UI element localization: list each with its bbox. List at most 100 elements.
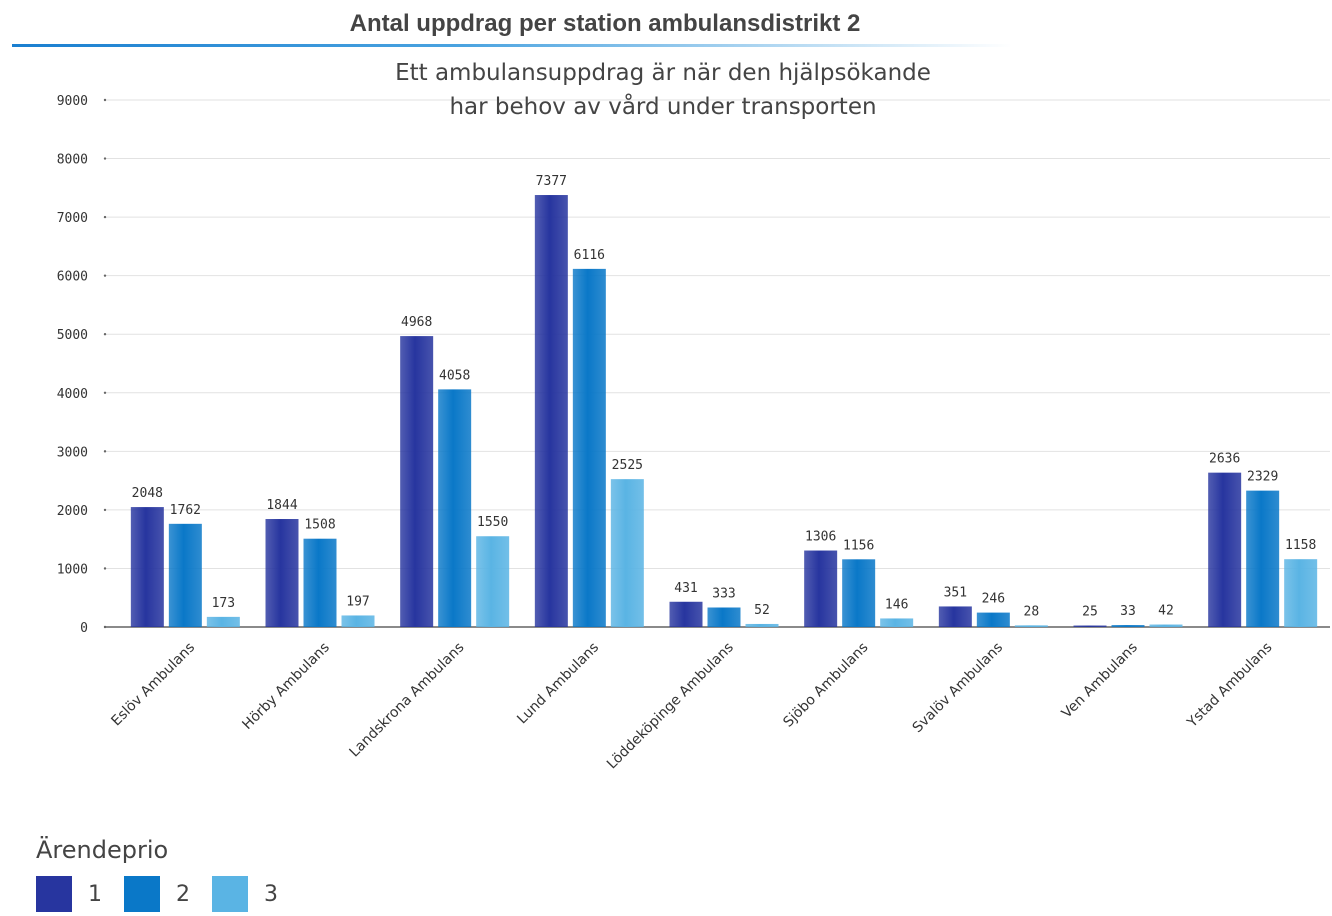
bar-series-1[interactable] — [1073, 625, 1107, 627]
legend-label: 3 — [264, 881, 278, 907]
bar-series-2[interactable] — [707, 607, 741, 627]
bar-series-1[interactable] — [265, 519, 299, 627]
x-tick-label: Lund Ambulans — [514, 640, 602, 728]
data-label: 2048 — [132, 486, 163, 501]
data-label: 431 — [674, 581, 697, 596]
data-label: 351 — [944, 585, 967, 600]
data-labels: 2048 1762 173 1844 1508 197 4968 4058 1550 7377 61… — [132, 174, 1317, 620]
bar-series-3[interactable] — [610, 479, 644, 627]
data-label: 1762 — [170, 503, 201, 518]
y-tick-mark — [103, 450, 107, 453]
y-tick-label: 3000 — [57, 445, 88, 460]
y-tick-label: 4000 — [57, 387, 88, 402]
bar-series-3[interactable] — [1284, 559, 1318, 627]
bar-series-3[interactable] — [206, 616, 240, 627]
bar-series-1[interactable] — [938, 606, 972, 627]
data-label: 4968 — [401, 315, 432, 330]
legend-swatch — [36, 876, 72, 912]
chart-title-line-2: har behov av vård under transporten — [449, 92, 876, 120]
legend-item-1[interactable]: 1 — [36, 876, 102, 912]
y-tick-mark — [103, 508, 107, 512]
bar-series-1[interactable] — [1208, 472, 1242, 627]
bar-series-3[interactable] — [880, 618, 914, 627]
y-tick-label: 5000 — [57, 328, 88, 343]
data-label: 52 — [754, 603, 770, 618]
legend-swatch — [124, 876, 160, 912]
bar-series-1[interactable] — [804, 550, 838, 627]
data-label: 146 — [885, 597, 908, 612]
bar-series-3[interactable] — [1014, 625, 1048, 627]
bar-series-2[interactable] — [842, 559, 876, 627]
bar-series-2[interactable] — [303, 538, 337, 627]
data-label: 333 — [712, 587, 735, 602]
legend-item-2[interactable]: 2 — [124, 876, 190, 912]
y-tick-mark — [103, 391, 107, 394]
bar-chart: 0 1000 2000 3000 4000 5000 6000 7000 8000 9000 20… — [57, 60, 1330, 773]
data-label: 42 — [1158, 604, 1174, 619]
bar-series-3[interactable] — [476, 536, 510, 627]
data-label: 2329 — [1247, 470, 1278, 485]
legend-item-3[interactable]: 3 — [212, 876, 278, 912]
x-tick-label: Ven Ambulans — [1059, 640, 1141, 722]
bar-series-3[interactable] — [1149, 624, 1183, 627]
y-tick-mark — [103, 215, 107, 219]
bar-series-1[interactable] — [534, 195, 568, 628]
data-label: 1550 — [477, 515, 508, 530]
y-tick-label: 6000 — [57, 270, 88, 285]
data-label: 1156 — [843, 538, 874, 553]
data-label: 7377 — [536, 174, 567, 189]
y-tick-mark — [103, 333, 107, 336]
legend-label: 2 — [176, 881, 190, 907]
x-axis-ticks: Eslöv Ambulans Hörby Ambulans Landskrona A… — [108, 640, 1275, 773]
x-tick-label: Landskrona Ambulans — [347, 640, 468, 761]
bar-series-2[interactable] — [572, 268, 606, 627]
bar-series-2[interactable] — [168, 523, 202, 627]
title-underline — [12, 44, 1012, 47]
legend-items: 1 2 3 — [36, 876, 300, 912]
data-label: 4058 — [439, 368, 470, 383]
y-tick-mark — [103, 98, 107, 102]
x-tick-label: Eslöv Ambulans — [108, 640, 198, 730]
legend-label: 1 — [88, 881, 102, 907]
bar-series-2[interactable] — [438, 389, 472, 627]
bars — [130, 195, 1318, 628]
bar-series-3[interactable] — [745, 623, 779, 627]
data-label: 6116 — [574, 248, 605, 263]
y-tick-mark — [103, 567, 107, 570]
legend-swatch — [212, 876, 248, 912]
data-label: 2636 — [1209, 452, 1240, 467]
x-tick-label: Ystad Ambulans — [1184, 640, 1276, 732]
legend-title: Ärendeprio — [36, 836, 169, 864]
chart-title-line-1: Ett ambulansuppdrag är när den hjälpsöka… — [395, 60, 931, 86]
bar-series-3[interactable] — [341, 615, 375, 627]
bar-series-1[interactable] — [669, 601, 703, 627]
bar-series-2[interactable] — [976, 612, 1010, 627]
bar-series-1[interactable] — [400, 336, 434, 627]
y-tick-label: 2000 — [57, 504, 88, 519]
legend: Ärendeprio 1 2 3 — [36, 836, 300, 912]
x-tick-label: Löddeköpinge Ambulans — [604, 640, 737, 773]
y-tick-mark — [103, 625, 107, 629]
y-axis-ticks: 0 1000 2000 3000 4000 5000 6000 7000 8000 9000 — [57, 94, 107, 636]
x-tick-label: Sjöbo Ambulans — [780, 640, 871, 731]
data-label: 1158 — [1285, 538, 1316, 553]
y-tick-mark — [103, 157, 107, 160]
data-label: 246 — [982, 592, 1005, 607]
data-label: 2525 — [612, 458, 643, 473]
data-label: 1508 — [304, 518, 335, 533]
x-tick-label: Hörby Ambulans — [239, 640, 332, 733]
x-tick-label: Svalöv Ambulans — [910, 640, 1007, 737]
data-label: 25 — [1082, 605, 1098, 620]
data-label: 197 — [346, 594, 369, 609]
y-tick-label: 1000 — [57, 562, 88, 577]
data-label: 173 — [212, 596, 235, 611]
y-tick-label: 9000 — [57, 94, 88, 109]
data-label: 1306 — [805, 530, 836, 545]
bar-series-2[interactable] — [1246, 490, 1280, 627]
data-label: 33 — [1120, 604, 1136, 619]
page-title: Antal uppdrag per station ambulansdistri… — [349, 10, 861, 37]
bar-series-2[interactable] — [1111, 625, 1145, 627]
y-tick-label: 7000 — [57, 211, 88, 226]
bar-series-1[interactable] — [130, 507, 164, 627]
data-label: 1844 — [266, 498, 297, 513]
